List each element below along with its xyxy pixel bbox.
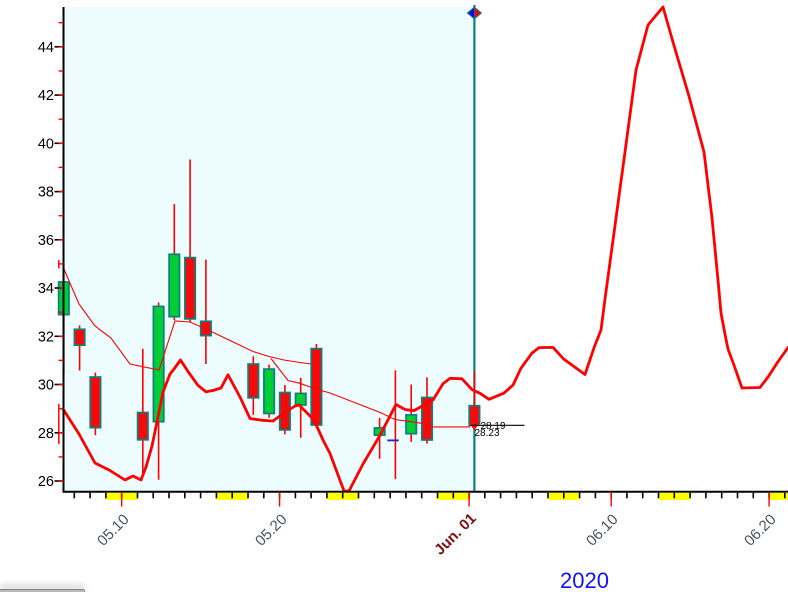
svg-text:40: 40 (38, 136, 54, 152)
svg-text:42: 42 (38, 88, 54, 104)
svg-text:36: 36 (38, 233, 54, 249)
svg-text:30: 30 (38, 378, 54, 394)
svg-text:28: 28 (38, 426, 54, 442)
svg-text:28.23: 28.23 (475, 428, 500, 439)
svg-text:44: 44 (38, 40, 54, 56)
svg-text:32: 32 (38, 329, 54, 345)
svg-text:34: 34 (38, 281, 54, 297)
svg-text:28.19: 28.19 (481, 421, 506, 432)
svg-text:26: 26 (38, 474, 54, 490)
svg-text:38: 38 (38, 185, 54, 201)
